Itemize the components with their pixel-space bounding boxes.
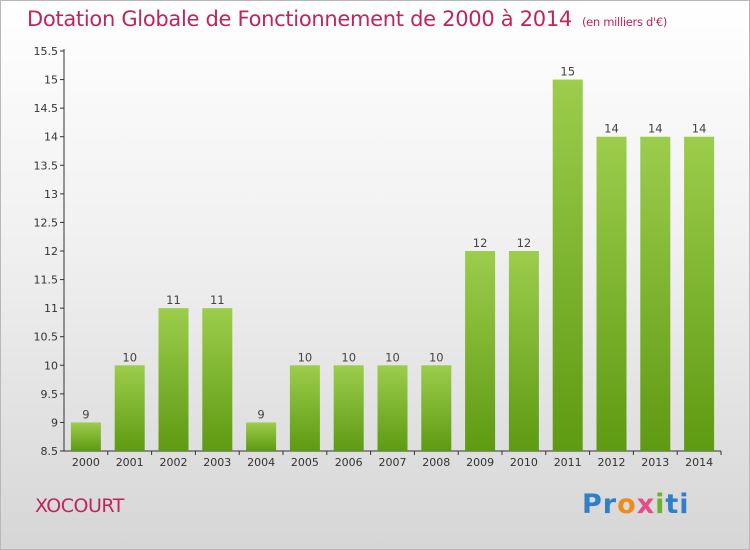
x-tick-label: 2006	[335, 456, 363, 469]
bar-value-label: 14	[604, 122, 619, 136]
y-tick-label: 10.5	[34, 331, 59, 344]
bar-value-label: 11	[210, 293, 225, 307]
bar	[158, 308, 189, 451]
x-tick-label: 2005	[291, 456, 319, 469]
x-tick-label: 2000	[72, 456, 100, 469]
proxiti-logo: Proxiti	[582, 489, 690, 520]
axes: 8.5 9 9.5 10 10.5 11 11.5 12 12.5 13 13.5 14 14.5 15 1…	[34, 45, 722, 469]
y-tick-label: 15	[44, 74, 58, 87]
bar	[508, 251, 539, 451]
bar-value-label: 10	[341, 350, 356, 364]
y-tick-label: 15.5	[34, 45, 59, 58]
bar-value-label: 15	[560, 65, 575, 79]
y-tick-label: 10	[44, 359, 58, 372]
bar	[114, 365, 145, 451]
bar-value-label: 14	[648, 122, 663, 136]
logo-letter: o	[617, 489, 637, 520]
bar-value-label: 11	[166, 293, 181, 307]
bar	[465, 251, 496, 451]
chart-subtitle: (en milliers d'€)	[581, 15, 668, 29]
y-tick-label: 9.5	[41, 388, 59, 401]
bar-value-label: 10	[385, 350, 400, 364]
x-tick-label: 2010	[510, 456, 538, 469]
x-tick-label: 2001	[116, 456, 144, 469]
bar	[684, 136, 715, 451]
y-tick-label: 14	[44, 131, 58, 144]
x-tick-label: 2013	[641, 456, 669, 469]
bar	[70, 422, 101, 451]
y-tick-label: 13.5	[34, 159, 59, 172]
bar	[202, 308, 233, 451]
x-tick-label: 2007	[379, 456, 407, 469]
x-tick-label: 2002	[160, 456, 188, 469]
logo-letter: r	[602, 489, 618, 520]
bar-value-label: 14	[692, 122, 707, 136]
x-tick-label: 2003	[203, 456, 231, 469]
y-tick-label: 13	[44, 188, 58, 201]
bar-value-label: 12	[517, 236, 532, 250]
bar-value-label: 12	[473, 236, 488, 250]
bar	[246, 422, 277, 451]
logo-letter: i	[655, 489, 666, 520]
x-tick-label: 2008	[422, 456, 450, 469]
y-tick-label: 11.5	[34, 274, 59, 287]
bar	[421, 365, 452, 451]
x-tick-label: 2004	[247, 456, 275, 469]
bar	[640, 136, 671, 451]
logo-letter: x	[636, 489, 656, 520]
bar-value-label: 10	[298, 350, 313, 364]
place-name: XOCOURT	[35, 495, 124, 517]
y-tick-label: 9	[51, 416, 58, 429]
logo-letter: P	[582, 489, 603, 520]
x-tick-label: 2012	[598, 456, 626, 469]
bar	[377, 365, 408, 451]
x-tick-label: 2014	[685, 456, 713, 469]
bar-value-label: 9	[257, 407, 264, 421]
bar-value-label: 10	[122, 350, 137, 364]
y-tick-label: 12	[44, 245, 58, 258]
bar	[552, 79, 583, 452]
y-tick-label: 12.5	[34, 216, 59, 229]
chart-title: Dotation Globale de Fonctionnement de 20…	[27, 7, 667, 31]
x-tick-label: 2009	[466, 456, 494, 469]
bar	[289, 365, 320, 451]
y-tick-label: 11	[44, 302, 58, 315]
y-tick-label: 14.5	[34, 102, 59, 115]
bar	[596, 136, 627, 451]
bar-value-label: 9	[82, 407, 89, 421]
bars: 9 10 11 11 9 10 10 10 10 12 12 15 14 14 14	[70, 65, 715, 452]
x-tick-label: 2011	[554, 456, 582, 469]
bar	[333, 365, 364, 451]
bar-value-label: 10	[429, 350, 444, 364]
chart-title-text: Dotation Globale de Fonctionnement de 20…	[27, 7, 572, 31]
y-tick-label: 8.5	[41, 445, 59, 458]
logo-letter: ti	[665, 489, 690, 520]
